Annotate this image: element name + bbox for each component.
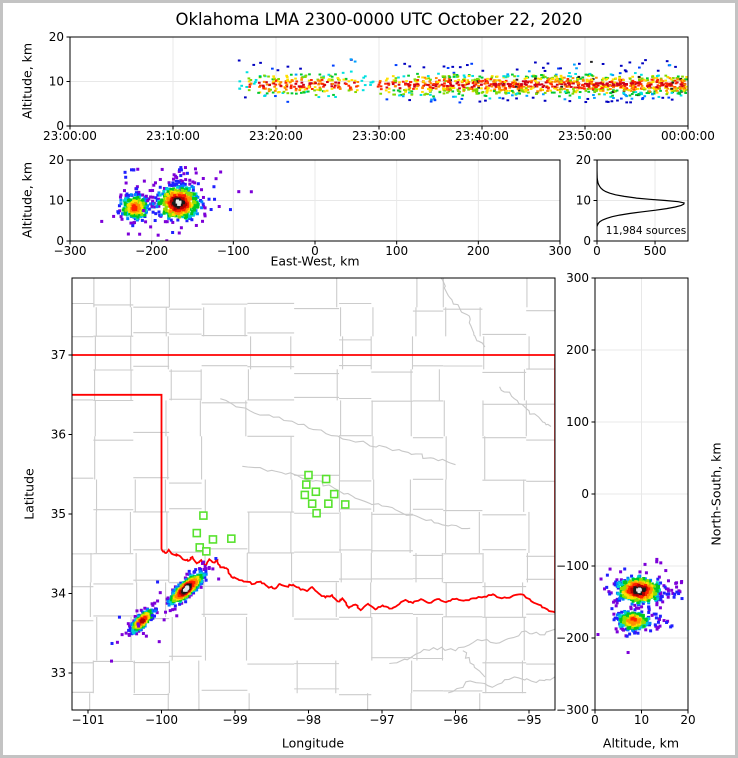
ns-panel-x-axis-label: Altitude, km — [602, 735, 680, 751]
svg-text:23:50:00: 23:50:00 — [558, 129, 612, 143]
svg-text:200: 200 — [467, 244, 490, 258]
county-boundaries — [72, 278, 555, 710]
altitude-histogram-curve — [597, 160, 685, 227]
svg-text:−97: −97 — [369, 713, 394, 727]
altitude-histogram-panel: 0 500 0 10 20 — [576, 153, 689, 258]
svg-text:0: 0 — [56, 234, 64, 248]
svg-text:0: 0 — [56, 119, 64, 133]
svg-text:10: 10 — [49, 75, 64, 89]
ns-panel-y-axis-label: North-South, km — [708, 442, 724, 546]
ew-panel-y-axis-label: Altitude, km — [19, 161, 35, 239]
svg-text:37: 37 — [51, 348, 66, 362]
ew-panel-x-axis-label: East-West, km — [270, 253, 360, 269]
svg-text:0: 0 — [311, 244, 319, 258]
river-lines — [220, 278, 555, 694]
svg-text:0: 0 — [583, 234, 591, 248]
lma-station-marker — [311, 487, 321, 497]
svg-text:10: 10 — [576, 194, 591, 208]
map-y-axis-label: Latitude — [21, 468, 37, 520]
ns-altitude-sources — [596, 557, 684, 655]
lma-station-marker — [321, 474, 331, 484]
svg-text:100: 100 — [385, 244, 408, 258]
time-height-panel: 23:00:00 23:10:00 23:20:00 23:30:00 23:40:00… — [43, 30, 715, 143]
north-south-altitude-panel: 0 10 20 −300 −200 −100 0 100 200 300 — [556, 271, 696, 727]
svg-text:300: 300 — [566, 271, 589, 285]
svg-text:36: 36 — [51, 428, 66, 442]
svg-text:−96: −96 — [443, 713, 468, 727]
svg-text:34: 34 — [51, 587, 66, 601]
svg-text:20: 20 — [49, 153, 64, 167]
svg-text:23:30:00: 23:30:00 — [352, 129, 406, 143]
lma-station-marker — [300, 490, 310, 500]
lma-station-marker — [227, 534, 236, 543]
time-panel-y-axis-label: Altitude, km — [19, 42, 35, 120]
source-count-annotation: 11,984 sources — [605, 225, 687, 237]
svg-text:−200: −200 — [135, 244, 168, 258]
svg-text:10: 10 — [634, 713, 649, 727]
svg-text:20: 20 — [576, 153, 591, 167]
lma-station-marker — [324, 499, 333, 508]
east-west-altitude-panel: −300 −200 −100 0 100 200 300 0 10 20 — [49, 153, 572, 258]
svg-text:10: 10 — [49, 194, 64, 208]
svg-text:0: 0 — [591, 713, 599, 727]
svg-text:100: 100 — [566, 415, 589, 429]
svg-text:−98: −98 — [296, 713, 321, 727]
svg-text:33: 33 — [51, 666, 66, 680]
map-lightning-sources — [110, 557, 221, 663]
lma-station-marker — [301, 480, 311, 489]
svg-text:0: 0 — [593, 244, 601, 258]
ew-altitude-sources — [100, 166, 253, 241]
svg-text:200: 200 — [566, 343, 589, 357]
lma-station-marker — [202, 547, 211, 556]
lma-station-marker — [208, 535, 218, 544]
map-x-axis-label: Longitude — [281, 735, 345, 751]
svg-text:−95: −95 — [516, 713, 541, 727]
svg-text:−100: −100 — [556, 559, 589, 573]
svg-text:−200: −200 — [556, 631, 589, 645]
figure-title: Oklahoma LMA 2300-0000 UTC October 22, 2… — [175, 10, 583, 29]
lma-station-marker — [199, 511, 208, 520]
svg-text:23:10:00: 23:10:00 — [146, 129, 200, 143]
svg-text:−300: −300 — [556, 703, 589, 717]
svg-text:35: 35 — [51, 507, 66, 521]
plan-view-map-panel: −101 −100 −99 −98 −97 −96 −95 33 34 35 36 37 — [51, 277, 556, 727]
svg-text:23:20:00: 23:20:00 — [249, 129, 303, 143]
svg-text:−100: −100 — [217, 244, 250, 258]
svg-text:20: 20 — [49, 30, 64, 44]
svg-text:23:40:00: 23:40:00 — [455, 129, 509, 143]
svg-text:500: 500 — [644, 244, 667, 258]
svg-text:−300: −300 — [54, 244, 87, 258]
state-border-lines — [72, 354, 555, 614]
svg-text:20: 20 — [680, 713, 695, 727]
lma-station-marker — [307, 499, 317, 508]
lma-station-marker — [329, 489, 339, 499]
lma-station-markers — [192, 470, 350, 556]
svg-text:300: 300 — [549, 244, 572, 258]
lma-station-marker — [304, 470, 313, 480]
lma-station-marker — [192, 528, 202, 538]
lma-station-marker — [312, 508, 321, 518]
svg-text:0: 0 — [581, 487, 589, 501]
svg-text:00:00:00: 00:00:00 — [661, 129, 715, 143]
time-height-sources — [237, 58, 688, 104]
lma-station-marker — [340, 500, 350, 509]
svg-text:−101: −101 — [72, 713, 105, 727]
svg-text:−100: −100 — [145, 713, 178, 727]
svg-text:23:00:00: 23:00:00 — [43, 129, 97, 143]
svg-text:−99: −99 — [222, 713, 247, 727]
